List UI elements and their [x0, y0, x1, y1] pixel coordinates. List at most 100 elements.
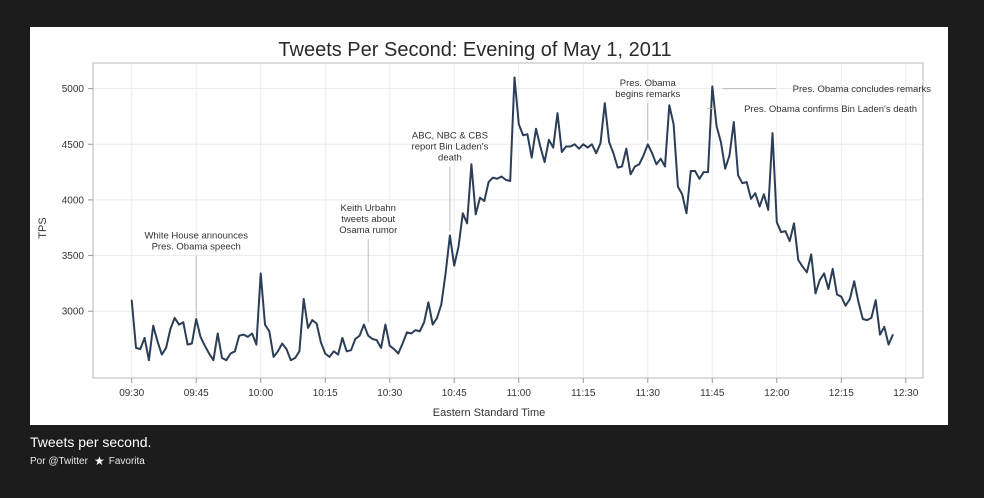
annotation: Pres. Obama concludes remarks [722, 84, 931, 95]
data-point [273, 356, 275, 358]
data-point [617, 167, 619, 169]
data-point [380, 347, 382, 349]
data-point [445, 272, 447, 274]
data-point [350, 349, 352, 351]
data-point [642, 154, 645, 156]
data-point [591, 143, 593, 145]
grid-lines [93, 63, 923, 378]
data-point [720, 141, 722, 143]
data-point [819, 279, 821, 281]
y-tick-label: 3000 [62, 307, 85, 318]
x-tick-label: 11:45 [700, 388, 725, 399]
data-point [397, 352, 399, 355]
data-point [664, 165, 666, 168]
data-point [823, 272, 825, 274]
data-point [436, 317, 438, 319]
data-point [298, 350, 300, 352]
data-point [333, 350, 335, 352]
data-point [518, 123, 520, 125]
data-point [187, 344, 189, 346]
chart-title: Tweets Per Second: Evening of May 1, 201… [278, 39, 671, 61]
data-point [574, 143, 576, 145]
data-point [677, 186, 679, 188]
data-point [294, 357, 296, 359]
x-axis-label: Eastern Standard Time [433, 407, 546, 419]
data-point [780, 231, 782, 233]
favorite-label: Favorita [108, 455, 145, 467]
data-point [423, 321, 425, 323]
data-point [853, 280, 855, 282]
data-point [195, 318, 197, 320]
data-point [681, 193, 683, 195]
data-point [728, 154, 731, 156]
data-point [539, 145, 541, 148]
x-tick-label: 12:00 [764, 388, 789, 399]
data-point [595, 152, 597, 154]
data-point [277, 350, 279, 352]
data-point [655, 163, 658, 165]
data-point [703, 171, 705, 173]
data-point [892, 334, 894, 336]
data-point [161, 354, 163, 356]
data-point [561, 151, 563, 153]
data-point [230, 352, 232, 355]
annotation-text: ABC, NBC & CBS [412, 131, 488, 142]
data-point [578, 148, 580, 150]
annotation: Pres. Obama confirms Bin Laden's death [707, 104, 917, 115]
data-point [156, 340, 159, 342]
x-tick-label: 11:00 [507, 388, 532, 399]
data-point [754, 192, 756, 194]
data-point [612, 152, 615, 154]
annotation-text: tweets about [341, 214, 395, 225]
author-link[interactable]: Por @Twitter [30, 455, 88, 467]
data-point [316, 322, 318, 325]
data-point [776, 221, 778, 223]
data-point [784, 230, 787, 232]
x-tick-label: 10:45 [442, 388, 467, 399]
data-point [139, 348, 141, 350]
annotation-text: report Bin Laden's [412, 142, 489, 153]
data-point [367, 335, 369, 337]
x-tick-label: 10:00 [248, 388, 273, 399]
data-point [587, 147, 589, 149]
data-point [449, 234, 451, 237]
annotation-text: death [438, 153, 462, 164]
data-point [565, 145, 567, 148]
data-point [406, 331, 408, 333]
data-point [234, 350, 236, 352]
series-line-tps [130, 76, 894, 362]
x-tick-label: 10:15 [313, 388, 338, 399]
data-point [793, 222, 795, 224]
x-tick-label: 12:15 [829, 388, 854, 399]
data-point [827, 288, 830, 290]
annotation-text: Pres. Obama [620, 78, 677, 89]
annotation-text: Keith Urbahn [341, 203, 396, 214]
data-point [771, 132, 774, 134]
data-point [475, 213, 477, 215]
data-point [544, 161, 546, 163]
data-point [552, 147, 554, 149]
data-point [337, 354, 339, 356]
data-point [152, 325, 154, 327]
data-point [621, 165, 623, 168]
data-point [488, 181, 490, 183]
data-point [866, 319, 868, 321]
favorite-button[interactable]: ★ Favorita [94, 455, 145, 467]
data-point [225, 359, 227, 361]
data-point [630, 173, 632, 175]
data-point [419, 330, 421, 332]
data-point [402, 342, 404, 345]
data-point [359, 335, 361, 337]
data-point [247, 336, 249, 338]
data-point [354, 338, 356, 340]
data-point [604, 102, 606, 104]
annotation-text: Osama rumor [339, 225, 397, 236]
tps-line-chart: Tweets Per Second: Evening of May 1, 201… [37, 39, 931, 419]
annotation-text: begins remarks [615, 89, 680, 100]
data-point [462, 212, 464, 214]
data-point [238, 335, 240, 337]
data-point [505, 179, 507, 181]
data-point [862, 318, 864, 320]
x-tick-label: 10:30 [377, 388, 402, 399]
